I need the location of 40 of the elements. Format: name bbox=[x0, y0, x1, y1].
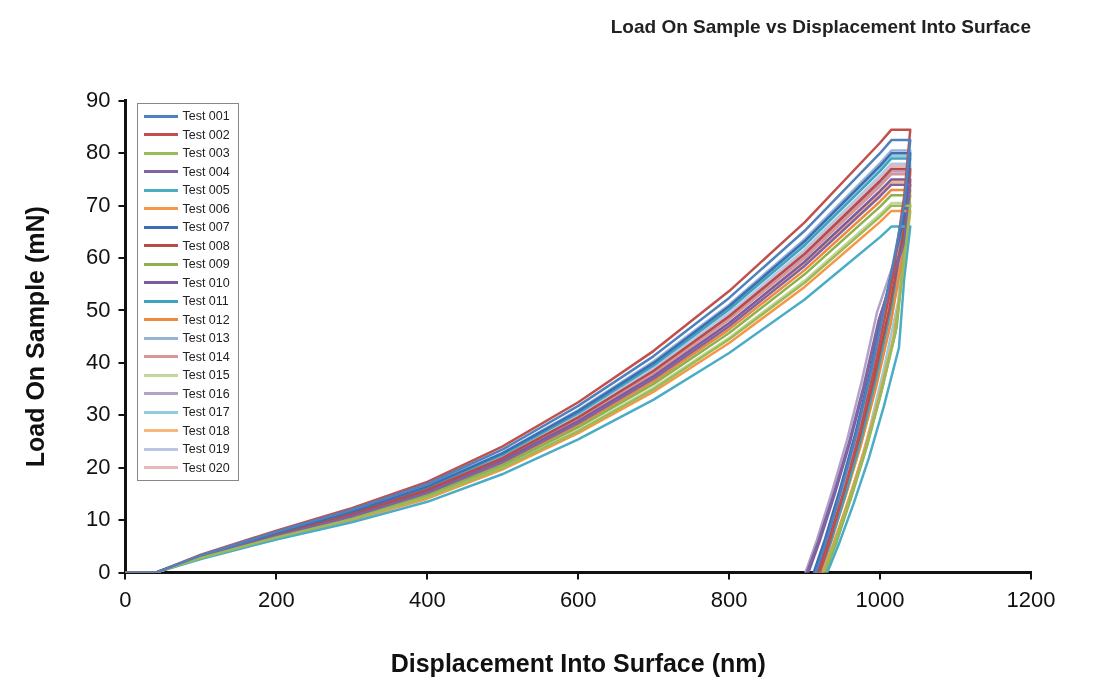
legend-label: Test 016 bbox=[182, 386, 230, 401]
legend-label: Test 005 bbox=[182, 183, 230, 198]
y-tick-label: 50 bbox=[85, 296, 111, 322]
x-tick-label: 800 bbox=[710, 586, 748, 612]
legend-label: Test 009 bbox=[182, 257, 230, 272]
legend-label: Test 020 bbox=[182, 460, 230, 475]
y-tick-label: 20 bbox=[85, 453, 111, 479]
legend-label: Test 002 bbox=[182, 127, 230, 142]
legend-label: Test 019 bbox=[182, 442, 230, 457]
x-axis-title: Displacement Into Surface (nm) bbox=[390, 648, 766, 677]
legend-label: Test 018 bbox=[182, 423, 230, 438]
y-tick-label: 70 bbox=[85, 191, 111, 217]
x-tick-label: 600 bbox=[559, 586, 597, 612]
x-tick-label: 200 bbox=[258, 586, 295, 612]
x-tick-label: 1200 bbox=[1006, 586, 1056, 612]
legend-label: Test 014 bbox=[182, 349, 230, 364]
y-tick-label: 60 bbox=[85, 244, 111, 270]
y-tick-label: 40 bbox=[85, 348, 111, 374]
y-tick-label: 90 bbox=[85, 86, 111, 112]
legend-label: Test 010 bbox=[182, 275, 230, 290]
legend-label: Test 012 bbox=[182, 312, 230, 327]
legend-label: Test 017 bbox=[182, 405, 230, 420]
legend-label: Test 008 bbox=[182, 238, 230, 253]
legend-label: Test 007 bbox=[182, 220, 230, 235]
y-tick-label: 80 bbox=[85, 139, 111, 165]
y-tick-label: 10 bbox=[85, 506, 111, 532]
legend-label: Test 006 bbox=[182, 201, 230, 216]
x-tick-label: 400 bbox=[408, 586, 446, 612]
y-tick-label: 30 bbox=[85, 401, 111, 427]
legend-label: Test 013 bbox=[182, 331, 230, 346]
chart-title: Load On Sample vs Displacement Into Surface bbox=[610, 15, 1031, 37]
legend-label: Test 015 bbox=[182, 368, 230, 383]
y-axis-title: Load On Sample (mN) bbox=[20, 206, 49, 468]
x-tick-label: 0 bbox=[119, 586, 132, 612]
legend-label: Test 003 bbox=[182, 146, 230, 161]
y-tick-label: 0 bbox=[98, 558, 111, 584]
legend-label: Test 004 bbox=[182, 164, 230, 179]
legend-label: Test 001 bbox=[182, 109, 230, 124]
legend-label: Test 011 bbox=[182, 294, 229, 309]
x-tick-label: 1000 bbox=[855, 586, 905, 612]
